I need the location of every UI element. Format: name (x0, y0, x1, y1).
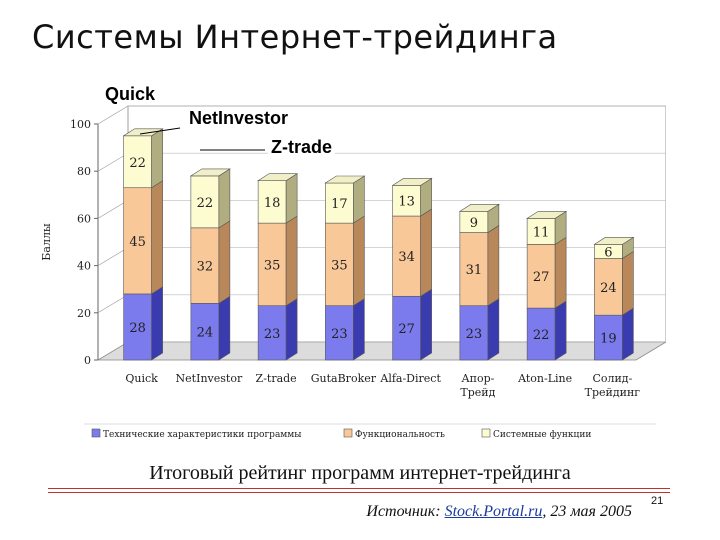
data-label: 13 (398, 195, 415, 210)
legend-swatch (481, 428, 491, 438)
bar-top (593, 237, 635, 245)
data-label: 28 (129, 321, 146, 336)
bar-top (189, 168, 231, 177)
y-tick-label: 0 (84, 354, 91, 367)
callout-ztrade: Z-trade (268, 137, 336, 158)
x-tick-label: Апор- (461, 372, 494, 385)
data-label: 6 (604, 245, 612, 260)
y-tick-label: 60 (77, 212, 91, 225)
data-label: 19 (600, 332, 617, 347)
legend-swatch (91, 428, 101, 438)
chart-caption: Итоговый рейтинг программ интернет-трейд… (149, 462, 571, 484)
bar-top (458, 204, 500, 212)
grid-diagonal (97, 105, 129, 125)
legend-label: Функциональность (355, 430, 445, 440)
callout-quick: Quick (102, 84, 159, 105)
chart-area: 0 20 40 60 80 100 Баллы 28 45 22 Quick 24 32 22 NetInv… (36, 76, 666, 460)
grid-diagonal (97, 200, 129, 219)
bar-segment (392, 295, 421, 361)
bar-segment (325, 182, 354, 224)
data-label: 23 (466, 327, 483, 342)
bar-segment (190, 227, 220, 304)
y-tick-label: 40 (77, 260, 91, 273)
source-suffix: , 23 мая 2005 (542, 503, 632, 520)
legend-label: Технические характеристики программы (103, 430, 301, 440)
x-tick-label: Трейд (460, 386, 495, 399)
x-tick-label: GutaBroker (311, 372, 377, 385)
y-axis-label: Баллы (40, 223, 53, 261)
stacked-bar-chart: 0 20 40 60 80 100 Баллы 28 45 22 Quick 24 32 22 NetInv… (40, 105, 666, 440)
y-tick-label: 20 (77, 307, 91, 320)
data-label: 24 (600, 281, 617, 296)
y-tick-label: 80 (77, 165, 91, 178)
bar-segment (594, 314, 623, 361)
bar-segment (123, 135, 152, 189)
x-tick-label: Z-trade (256, 372, 297, 385)
bar-segment (257, 222, 287, 307)
page-number: 21 (651, 495, 664, 507)
bar-segment (392, 215, 421, 297)
bar-segment (190, 175, 220, 229)
divider-bottom (48, 492, 670, 493)
grid-diagonal (97, 341, 129, 361)
data-label: 23 (264, 327, 281, 342)
data-label: 11 (533, 225, 550, 240)
data-label: 17 (331, 197, 348, 212)
x-tick-label: Aton-Line (517, 372, 572, 385)
data-label: 27 (398, 322, 415, 337)
x-tick-label: NetInvestor (176, 372, 243, 385)
bar-top (257, 173, 299, 181)
data-label: 22 (533, 328, 550, 343)
grid-diagonal (97, 294, 129, 314)
source-link[interactable]: Stock.Portal.ru (444, 503, 543, 520)
data-label: 35 (264, 258, 281, 273)
source-prefix: Источник: (366, 503, 445, 520)
data-label: 22 (197, 196, 214, 211)
data-label: 23 (331, 327, 348, 342)
bar-segment (123, 187, 152, 295)
data-label: 31 (466, 263, 483, 278)
x-tick-label: Солид- (592, 372, 632, 385)
data-label: 27 (533, 270, 550, 285)
bar-top (391, 178, 433, 186)
grid-diagonal (97, 247, 129, 266)
bar-segment (190, 303, 220, 361)
y-tick-label: 100 (70, 118, 91, 131)
bar-segment (123, 293, 152, 361)
data-label: 22 (129, 156, 146, 171)
bar-top (526, 211, 568, 219)
data-label: 9 (470, 216, 478, 231)
slide-title: Системы Интернет-трейдинга (32, 18, 558, 56)
data-label: 18 (264, 196, 281, 211)
grid-diagonal (97, 152, 129, 172)
data-label: 32 (197, 260, 214, 275)
data-label: 35 (331, 258, 348, 273)
bar-segment (257, 180, 287, 224)
x-tick-label: Трейдинг (585, 386, 641, 399)
data-label: 45 (129, 235, 146, 250)
source-line: Источник: Stock.Portal.ru, 23 мая 2005 (366, 503, 632, 521)
x-tick-label: Alfa-Direct (379, 372, 441, 385)
bar-segment (459, 232, 489, 307)
legend-label: Системные функции (493, 430, 591, 440)
legend-swatch (343, 428, 353, 438)
divider-top (48, 488, 670, 489)
bar-segment (594, 258, 623, 316)
bar-top (122, 128, 164, 137)
data-label: 24 (197, 326, 214, 341)
bar-top (324, 175, 366, 184)
bar-segment (325, 305, 354, 361)
callout-netinvestor: NetInvestor (186, 108, 292, 129)
bar-segment (526, 244, 556, 309)
x-tick-label: Quick (125, 372, 158, 385)
data-label: 34 (398, 250, 415, 265)
